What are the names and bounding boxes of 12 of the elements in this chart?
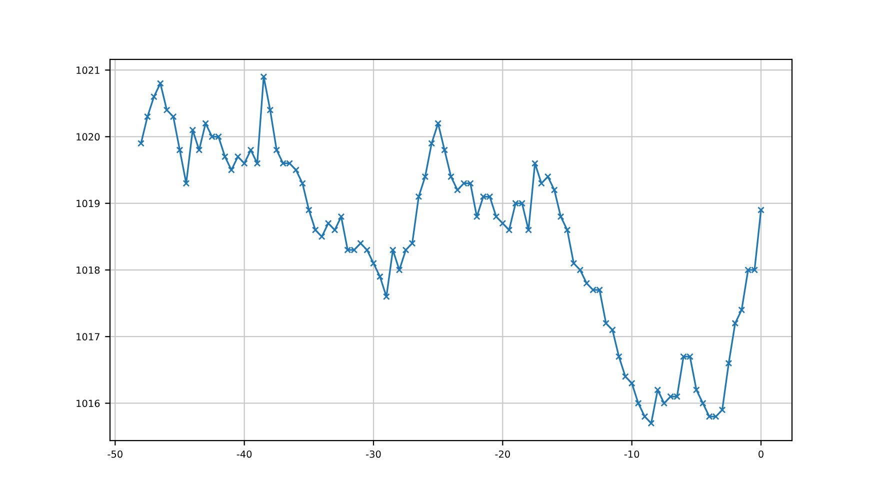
- x-tick-label: -20: [495, 450, 510, 458]
- y-tick-label: 1021: [76, 66, 100, 74]
- x-tick-label: -30: [366, 450, 381, 458]
- y-tick-label: 1019: [76, 200, 100, 208]
- x-tick-label: 0: [758, 450, 764, 458]
- x-tick-label: -50: [108, 450, 122, 458]
- y-tick-label: 1018: [76, 266, 100, 274]
- x-tick-label: -10: [624, 450, 640, 458]
- y-tick-label: 1016: [76, 400, 100, 408]
- y-tick-label: 1017: [76, 333, 100, 340]
- x-tick-label: -40: [236, 450, 252, 458]
- y-tick-label: 1020: [76, 133, 100, 141]
